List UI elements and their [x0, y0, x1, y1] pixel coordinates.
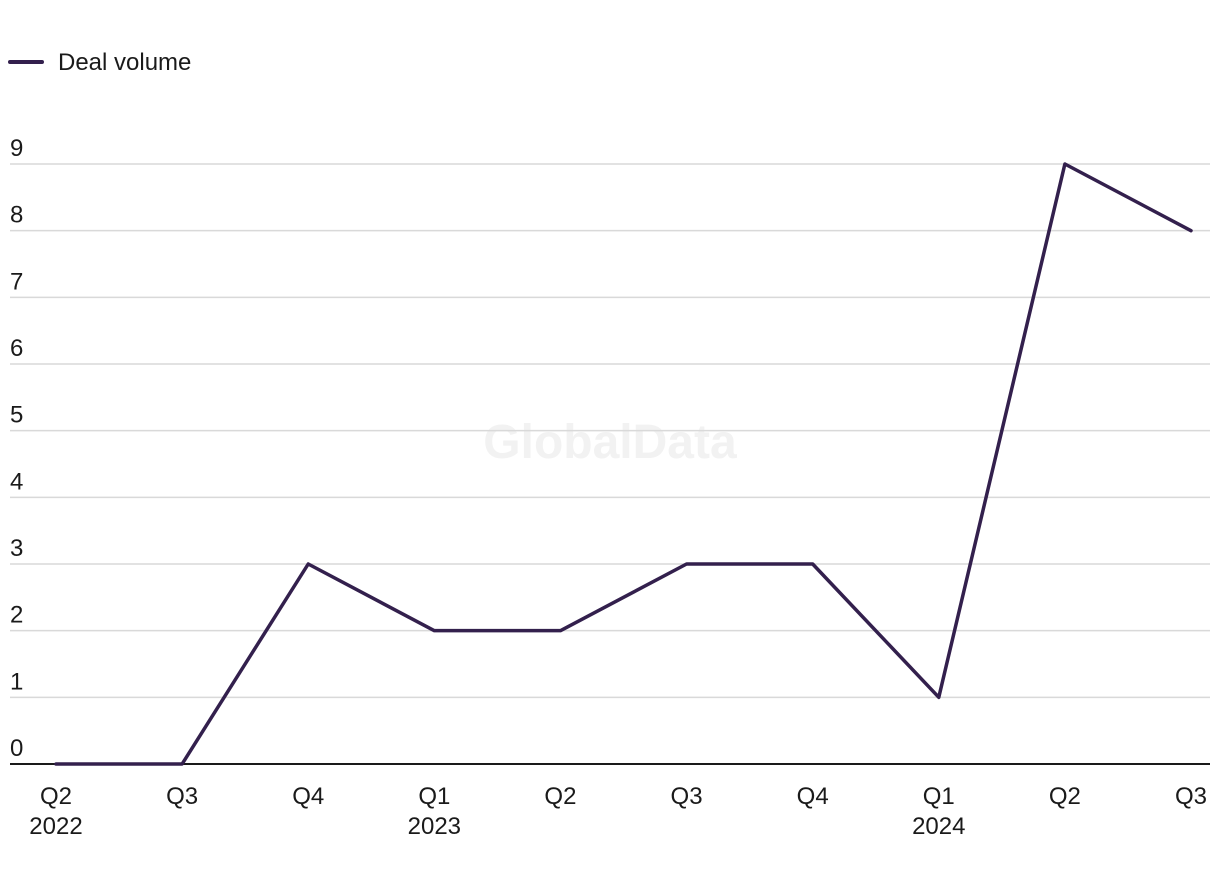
y-tick-label: 6	[10, 335, 23, 362]
y-axis-labels: 0 1 2 3 4 5 6 7 8 9	[10, 135, 23, 762]
legend-label: Deal volume	[58, 49, 191, 76]
x-tick-label: Q3	[1175, 783, 1207, 810]
series-group	[54, 162, 1193, 766]
x-tick-label: Q2	[544, 783, 576, 810]
series-line-deal-volume	[54, 162, 1193, 766]
y-tick-label: 0	[10, 735, 23, 762]
x-axis-labels: Q2 2022 Q3 Q4 Q1 2023 Q2 Q3 Q4 Q1 2024 Q2 Q3	[29, 783, 1207, 840]
y-tick-label: 9	[10, 135, 23, 162]
gridlines	[10, 163, 1210, 699]
x-year-label: 2023	[408, 813, 461, 840]
x-tick-label: Q4	[292, 783, 324, 810]
x-tick-label: Q3	[166, 783, 198, 810]
y-tick-label: 7	[10, 268, 23, 295]
y-tick-label: 8	[10, 202, 23, 229]
x-year-label: 2022	[29, 813, 82, 840]
y-tick-label: 2	[10, 602, 23, 629]
x-tick-label: Q2	[40, 783, 72, 810]
y-tick-label: 3	[10, 535, 23, 562]
x-tick-label: Q4	[797, 783, 829, 810]
legend: Deal volume	[8, 49, 191, 76]
x-tick-label: Q3	[671, 783, 703, 810]
watermark: GlobalData	[483, 416, 737, 469]
y-tick-label: 4	[10, 468, 23, 495]
x-tick-label: Q2	[1049, 783, 1081, 810]
x-tick-label: Q1	[923, 783, 955, 810]
y-tick-label: 1	[10, 668, 23, 695]
y-tick-label: 5	[10, 402, 23, 429]
x-year-label: 2024	[912, 813, 965, 840]
x-tick-label: Q1	[418, 783, 450, 810]
